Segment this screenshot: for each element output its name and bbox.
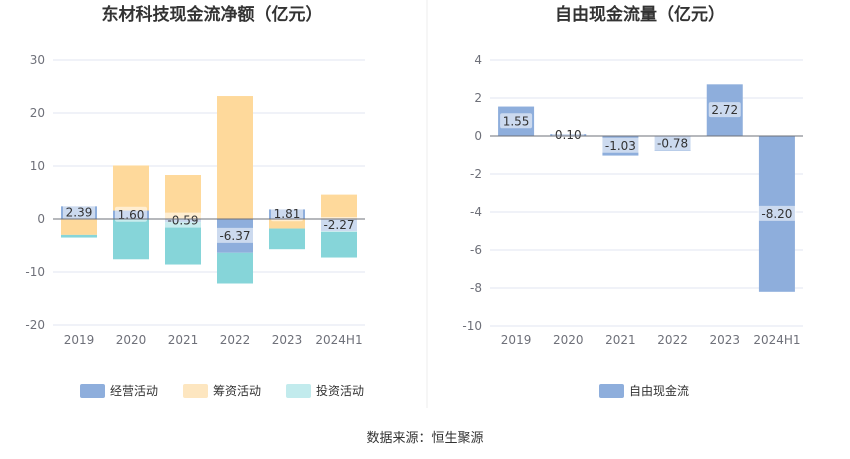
data-label-bg: [163, 212, 203, 228]
bar-investing-2020: [113, 219, 149, 260]
x-tick-label: 2020: [116, 333, 147, 347]
data-label-bg: [500, 113, 533, 129]
data-label: 1.55: [503, 114, 530, 128]
y-tick-label: 4: [474, 53, 482, 67]
free-cashflow-chart-title: 自由现金流量（亿元）: [555, 4, 725, 25]
y-tick-label: -10: [462, 319, 482, 333]
data-label-bg: [115, 206, 147, 222]
data-label-bg: [319, 217, 359, 233]
cashflow-chart-title: 东材科技现金流净额（亿元）: [102, 4, 323, 25]
data-source-note: 数据来源：恒生聚源: [366, 431, 483, 446]
bar-financing-2024H1: [321, 194, 357, 219]
data-label-bg: [63, 204, 95, 220]
x-tick-label: 2020: [553, 333, 584, 347]
x-tick-label: 2021: [605, 333, 636, 347]
free-cashflow-chart: 自由现金流量（亿元） 1.55 0.10 -1.03 -0.78 2.72 -8.20 -…: [462, 4, 803, 398]
legend-swatch: [286, 384, 311, 398]
data-label: 2.39: [66, 206, 93, 220]
bar-financing-2020: [113, 165, 149, 211]
data-label: -0.59: [167, 214, 198, 228]
cashflow-legend: 经营活动 筹资活动 投资活动: [80, 383, 364, 398]
y-tick-label: -2: [470, 167, 482, 181]
bar-investing-2024H1: [321, 231, 357, 258]
data-label: -1.03: [605, 139, 636, 153]
legend-label: 筹资活动: [213, 384, 261, 398]
y-tick-label: 0: [474, 129, 482, 143]
data-label: -8.20: [761, 207, 792, 221]
data-label-bg: [552, 127, 585, 143]
bar-financing-2023: [269, 219, 305, 229]
data-label-bg: [757, 205, 797, 221]
y-tick-label: 30: [30, 53, 45, 67]
y-tick-label: -8: [470, 281, 482, 295]
legend-label: 经营活动: [110, 384, 158, 398]
y-tick-label: -6: [470, 243, 482, 257]
x-tick-label: 2023: [272, 333, 303, 347]
x-tick-label: 2019: [64, 333, 95, 347]
y-tick-label: -20: [25, 318, 45, 332]
legend-swatch: [80, 384, 105, 398]
data-label-bg: [708, 102, 741, 118]
x-tick-label: 2022: [657, 333, 688, 347]
data-label: -6.37: [219, 229, 250, 243]
x-tick-label: 2019: [501, 333, 532, 347]
x-tick-label: 2024H1: [753, 333, 800, 347]
x-tick-label: 2021: [168, 333, 199, 347]
y-tick-label: 2: [474, 91, 482, 105]
bar-investing-2022: [217, 252, 253, 284]
data-label: -2.27: [323, 218, 354, 232]
bar-investing-2021: [165, 222, 201, 265]
legend-label: 投资活动: [316, 383, 364, 398]
legend-swatch: [183, 384, 208, 398]
cashflow-chart: 东材科技现金流净额（亿元） 2.39 1.60 -0.59 -6.37 1.81 -2.2…: [25, 4, 365, 398]
y-tick-label: 20: [30, 106, 45, 120]
x-tick-label: 2024H1: [315, 333, 362, 347]
bar-investing-2019: [61, 234, 97, 238]
data-label-bg: [653, 135, 693, 151]
legend-swatch: [599, 384, 624, 398]
legend-label: 自由现金流: [629, 383, 689, 398]
y-tick-label: -4: [470, 205, 482, 219]
data-label: 1.81: [274, 207, 301, 221]
bar-financing-2019: [61, 219, 97, 235]
data-label-bg: [600, 137, 640, 153]
data-label: 0.10: [555, 128, 582, 142]
x-tick-label: 2022: [220, 333, 251, 347]
y-tick-label: -10: [25, 265, 45, 279]
x-tick-label: 2023: [709, 333, 740, 347]
data-label: 2.72: [711, 103, 738, 117]
y-tick-label: 10: [30, 159, 45, 173]
bar-investing-2023: [269, 228, 305, 250]
data-label: -0.78: [657, 136, 688, 150]
bar-financing-2021: [165, 175, 201, 219]
data-label-bg: [271, 206, 303, 222]
bar-financing-2022: [217, 96, 253, 219]
free-cashflow-legend: 自由现金流: [599, 383, 689, 398]
data-label: 1.60: [118, 208, 145, 222]
data-label-bg: [215, 227, 255, 243]
y-tick-label: 0: [37, 212, 45, 226]
